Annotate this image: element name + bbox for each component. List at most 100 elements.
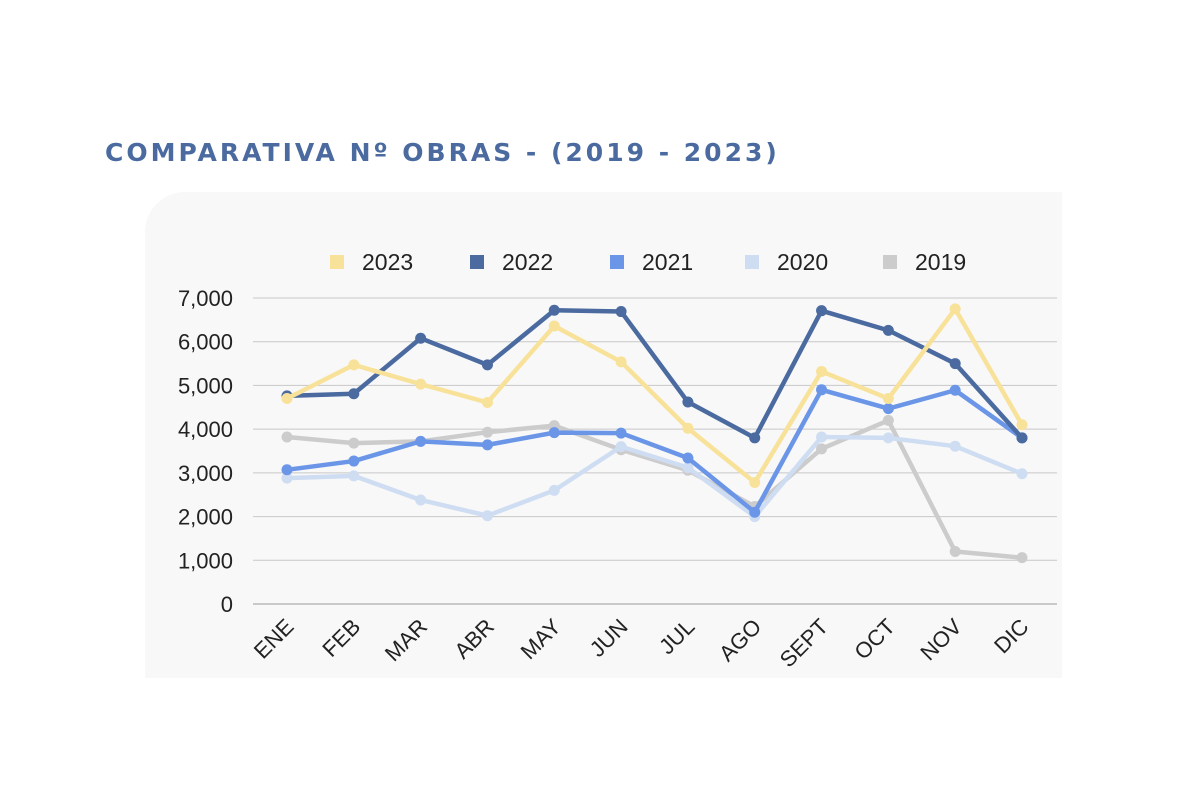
legend-label: 2020 — [777, 249, 828, 275]
legend-swatch — [610, 255, 624, 269]
legend-label: 2019 — [915, 249, 966, 275]
data-point-2023 — [281, 393, 293, 405]
series-line-2023 — [284, 306, 1025, 485]
legend-swatch — [883, 255, 897, 269]
data-point-2020 — [882, 432, 894, 444]
legend-label: 2023 — [362, 249, 413, 275]
data-point-2023 — [415, 378, 427, 390]
legend-swatch — [330, 255, 344, 269]
x-tick-label: FEB — [317, 614, 365, 662]
x-tick-label: ENE — [249, 614, 299, 664]
data-point-2022 — [1016, 432, 1028, 444]
data-point-2021 — [882, 403, 894, 415]
data-point-2021 — [682, 452, 694, 464]
y-tick-label: 3,000 — [178, 461, 233, 486]
x-tick-label: NOV — [915, 614, 967, 666]
legend: 2023 2022 2021 2020 2019 — [330, 249, 966, 275]
series-line-2022 — [284, 307, 1025, 441]
x-tick-label: MAR — [380, 614, 432, 666]
data-point-2023 — [481, 396, 493, 408]
series-line-2021 — [284, 387, 1025, 515]
data-point-2021 — [615, 427, 627, 439]
data-point-2020 — [816, 431, 828, 443]
data-point-2022 — [882, 324, 894, 336]
series-line-2020 — [284, 434, 1025, 519]
data-point-2019 — [1016, 552, 1028, 564]
data-point-2020 — [548, 484, 560, 496]
data-point-2020 — [949, 440, 961, 452]
x-tick-label: JUL — [654, 614, 699, 659]
data-point-2021 — [348, 455, 360, 467]
x-axis: ENE FEB MAR ABR MAY JUN JUL AGO SEPT OCT NOV DIC — [249, 614, 1034, 673]
legend-swatch — [470, 255, 484, 269]
x-tick-label: OCT — [849, 614, 900, 665]
x-tick-label: AGO — [714, 614, 766, 666]
y-tick-label: 0 — [221, 592, 233, 617]
legend-label: 2021 — [642, 249, 693, 275]
data-point-2023 — [882, 393, 894, 405]
data-point-2022 — [348, 388, 360, 400]
series-2021 — [281, 384, 1028, 518]
data-point-2021 — [816, 384, 828, 396]
legend-item-2021: 2021 — [610, 249, 693, 275]
legend-item-2020: 2020 — [745, 249, 828, 275]
data-point-2020 — [415, 494, 427, 506]
data-point-2022 — [949, 358, 961, 370]
data-point-2022 — [548, 304, 560, 316]
legend-item-2023: 2023 — [330, 249, 413, 275]
data-point-2020 — [1016, 468, 1028, 480]
legend-item-2019: 2019 — [883, 249, 966, 275]
data-point-2021 — [281, 464, 293, 476]
data-point-2019 — [949, 546, 961, 558]
data-point-2019 — [816, 443, 828, 455]
series-2023 — [281, 303, 1028, 488]
y-axis: 0 1,000 2,000 3,000 4,000 5,000 6,000 7,000 — [178, 286, 233, 617]
data-point-2023 — [1016, 419, 1028, 431]
chart-title: COMPARATIVA Nº OBRAS - (2019 - 2023) — [105, 138, 780, 167]
y-tick-label: 7,000 — [178, 286, 233, 311]
data-point-2021 — [949, 384, 961, 396]
legend-swatch — [745, 255, 759, 269]
data-point-2023 — [348, 359, 360, 371]
x-tick-label: SEPT — [775, 614, 833, 672]
data-point-2020 — [281, 472, 293, 484]
series-2022 — [281, 304, 1028, 444]
data-point-2020 — [615, 441, 627, 453]
data-point-2019 — [348, 437, 360, 449]
data-point-2023 — [548, 320, 560, 332]
series-line-2019 — [284, 418, 1025, 560]
data-point-2022 — [749, 432, 761, 444]
series-group — [281, 303, 1028, 564]
data-point-2020 — [682, 462, 694, 474]
legend-label: 2022 — [502, 249, 553, 275]
gridlines — [253, 297, 1057, 605]
data-point-2019 — [481, 426, 493, 438]
data-point-2022 — [615, 306, 627, 318]
y-tick-label: 2,000 — [178, 505, 233, 530]
data-point-2020 — [481, 510, 493, 522]
data-point-2022 — [415, 332, 427, 344]
y-tick-label: 5,000 — [178, 373, 233, 398]
data-point-2022 — [481, 359, 493, 371]
data-point-2023 — [949, 303, 961, 315]
data-point-2021 — [548, 427, 560, 439]
y-tick-label: 6,000 — [178, 330, 233, 355]
data-point-2021 — [749, 506, 761, 518]
data-point-2021 — [481, 439, 493, 451]
data-point-2019 — [281, 431, 293, 443]
y-tick-label: 1,000 — [178, 548, 233, 573]
data-point-2023 — [682, 422, 694, 434]
data-point-2022 — [682, 396, 694, 408]
legend-item-2022: 2022 — [470, 249, 553, 275]
series-2020 — [281, 431, 1028, 523]
x-tick-label: MAY — [516, 614, 566, 664]
y-tick-label: 4,000 — [178, 417, 233, 442]
data-point-2023 — [816, 365, 828, 377]
data-point-2023 — [615, 356, 627, 368]
data-point-2020 — [348, 470, 360, 482]
data-point-2019 — [882, 414, 894, 426]
data-point-2021 — [415, 435, 427, 447]
x-tick-label: JUN — [585, 614, 633, 662]
